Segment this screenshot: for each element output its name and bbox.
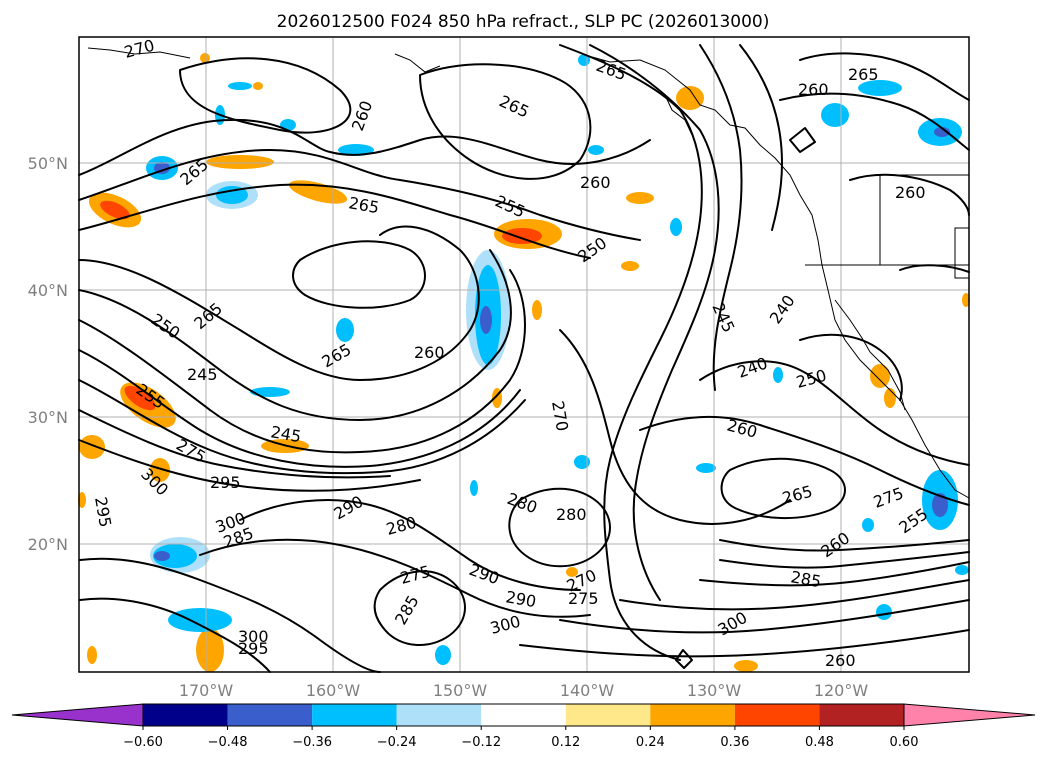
longitude-labels: 170°W 160°W 150°W 140°W 130°W 120°W <box>179 681 869 700</box>
colorbar: −0.60 −0.48 −0.36 −0.24 −0.12 0.12 0.24 0.36 0.4… <box>11 703 1036 750</box>
colorbar-segment <box>650 704 735 726</box>
colorbar-segment <box>819 704 904 726</box>
positive-anomaly-core <box>124 385 156 411</box>
negative-anomaly <box>470 480 478 496</box>
negative-anomaly <box>955 565 969 575</box>
positive-anomaly <box>532 300 542 320</box>
negative-anomaly <box>670 218 682 236</box>
lon-label: 150°W <box>433 681 488 700</box>
positive-anomaly <box>196 628 224 672</box>
contour-label: 265 <box>848 65 879 84</box>
contour-lines <box>78 44 970 673</box>
negative-anomaly <box>250 387 290 397</box>
positive-anomaly <box>962 293 970 307</box>
positive-anomaly <box>253 82 263 90</box>
colorbar-segment <box>143 704 228 726</box>
contour-label: 260 <box>895 183 926 202</box>
map-panel: 270 265 260 265 265 255 260 250 265 265 … <box>78 36 970 673</box>
negative-anomaly-core <box>934 127 950 137</box>
map-frame <box>78 36 970 673</box>
lon-label: 160°W <box>306 681 361 700</box>
negative-anomaly <box>862 518 874 532</box>
colorbar-tick-label: −0.48 <box>208 735 248 750</box>
negative-anomaly <box>696 463 716 473</box>
positive-anomaly <box>621 261 639 271</box>
negative-anomaly <box>876 604 892 620</box>
colorbar-tick-label: 0.24 <box>636 735 665 750</box>
positive-anomaly <box>79 435 105 459</box>
colorbar-tick-label: 0.60 <box>890 735 919 750</box>
negative-anomaly <box>338 144 374 156</box>
negative-anomaly <box>168 608 232 632</box>
negative-anomaly <box>280 119 296 131</box>
colorbar-segment <box>396 704 482 726</box>
lat-label: 50°N <box>28 154 68 173</box>
negative-anomaly <box>588 145 604 155</box>
negative-anomaly <box>773 367 783 383</box>
colorbar-tick-label: 0.48 <box>805 735 834 750</box>
positive-anomaly <box>150 458 170 482</box>
lat-label: 20°N <box>28 535 68 554</box>
colorbar-tick-label: −0.24 <box>377 735 417 750</box>
contour-label: 295 <box>238 639 269 658</box>
negative-anomaly <box>228 82 252 90</box>
contour-label: 295 <box>210 473 241 492</box>
negative-anomaly <box>336 318 354 342</box>
negative-anomaly <box>858 80 902 96</box>
positive-anomaly <box>206 155 274 169</box>
contour-label: 300 <box>238 627 269 646</box>
negative-anomaly-core <box>480 306 492 334</box>
negative-anomaly-core <box>932 493 948 517</box>
negative-anomaly-core <box>154 551 170 561</box>
lat-label: 40°N <box>28 281 68 300</box>
colorbar-extend-min <box>11 703 144 727</box>
latitude-labels: 50°N 40°N 30°N 20°N <box>28 154 68 554</box>
contour-label: 260 <box>414 343 445 362</box>
contour-label: 245 <box>187 365 218 384</box>
positive-anomaly <box>676 86 704 110</box>
positive-anomaly <box>734 660 758 672</box>
positive-anomaly <box>200 53 210 63</box>
map-title: 2026012500 F024 850 hPa refract., SLP PC… <box>277 12 770 32</box>
colorbar-segment <box>565 704 651 726</box>
colorbar-segment <box>481 704 566 726</box>
contour-label: 275 <box>568 589 599 608</box>
lon-label: 120°W <box>814 681 869 700</box>
colorbar-tick-label: −0.12 <box>461 735 501 750</box>
colorbar-frame <box>142 703 905 727</box>
negative-anomaly <box>153 544 197 568</box>
positive-anomaly <box>884 388 896 408</box>
colorbar-tick-label: −0.60 <box>123 735 163 750</box>
positive-anomaly <box>566 567 578 577</box>
positive-anomaly-core <box>100 200 130 220</box>
lon-label: 140°W <box>560 681 615 700</box>
negative-anomaly <box>216 186 248 204</box>
positive-anomaly-core <box>502 228 542 244</box>
lon-label: 170°W <box>179 681 234 700</box>
colorbar-tick-label: −0.36 <box>292 735 332 750</box>
colorbar-extend-max <box>903 703 1036 727</box>
positive-anomaly <box>78 492 86 508</box>
negative-anomaly <box>821 103 849 127</box>
contour-label: 260 <box>825 651 856 670</box>
colorbar-tick-label: 0.36 <box>720 735 749 750</box>
negative-anomaly <box>435 645 451 665</box>
lon-label: 130°W <box>687 681 742 700</box>
colorbar-tick-label: 0.12 <box>551 735 580 750</box>
positive-anomaly <box>870 364 890 388</box>
contour-label: 280 <box>556 505 587 524</box>
colorbar-segment <box>312 704 397 726</box>
colorbar-segment <box>734 704 820 726</box>
negative-anomaly <box>574 455 590 469</box>
contour-label: 260 <box>580 173 611 192</box>
positive-anomaly <box>87 646 97 664</box>
positive-anomaly <box>626 192 654 204</box>
contour-label: 260 <box>798 80 829 99</box>
lat-label: 30°N <box>28 408 68 427</box>
colorbar-segment <box>227 704 313 726</box>
